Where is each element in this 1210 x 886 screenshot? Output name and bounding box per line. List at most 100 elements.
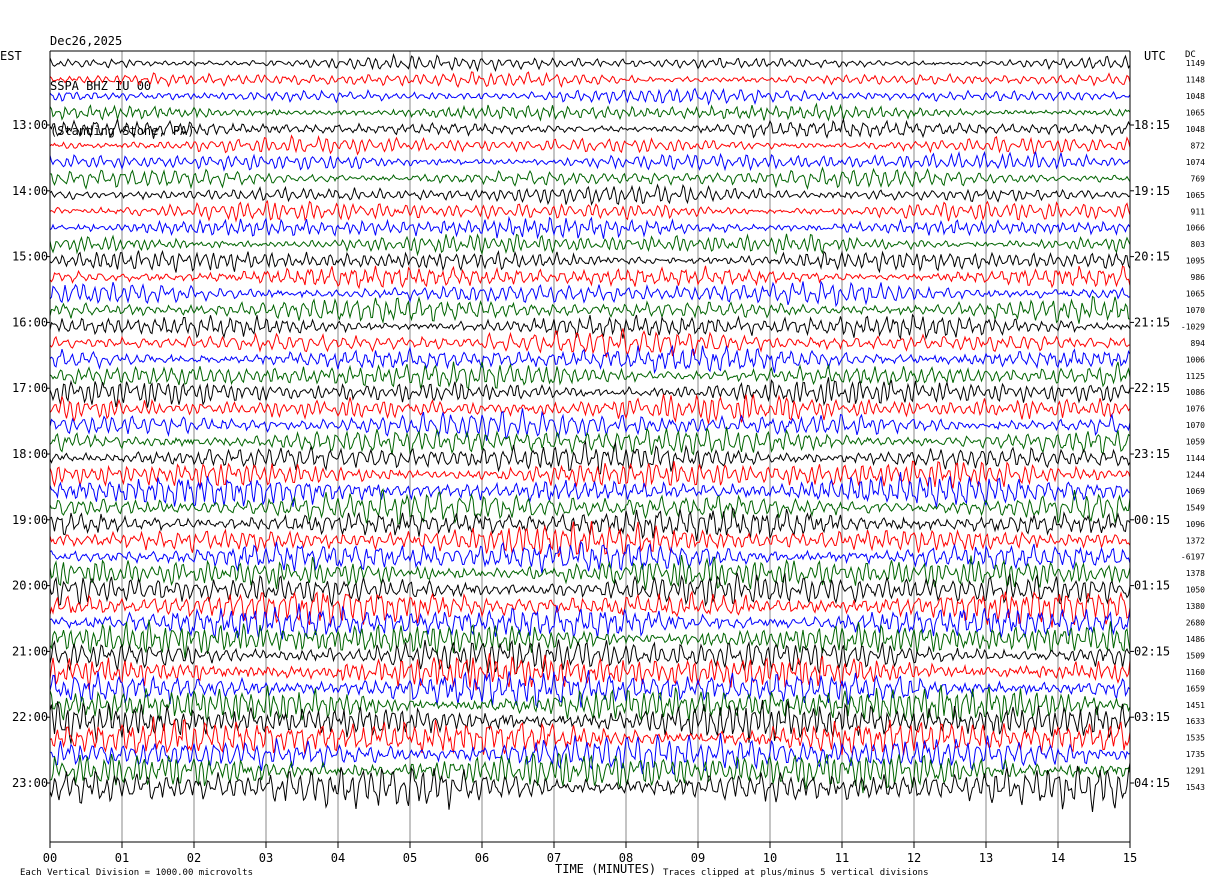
dc-offset-label: 1069 (1186, 487, 1205, 496)
right-hour-label: 21:15 (1134, 315, 1170, 329)
dc-offset-label: 1070 (1186, 306, 1205, 315)
seismic-trace (49, 619, 1131, 659)
dc-offset-label: 1549 (1186, 503, 1205, 512)
date-label: Dec26,2025 (50, 34, 123, 48)
left-hour-label: 18:00 (12, 447, 48, 461)
dc-offset-label: 1486 (1186, 635, 1205, 644)
left-hour-label: 20:00 (12, 579, 48, 593)
seismic-trace (49, 751, 1131, 794)
seismic-traces (49, 53, 1131, 812)
x-tick-label: 02 (187, 851, 201, 865)
dc-offset-label: 894 (1191, 339, 1206, 348)
dc-column-header: DC (1185, 50, 1196, 60)
x-axis-title: TIME (MINUTES) (555, 862, 656, 876)
dc-offset-label: 1065 (1186, 290, 1205, 299)
seismic-trace (49, 313, 1131, 340)
x-tick-label: 00 (43, 851, 57, 865)
seismic-trace (49, 639, 1131, 675)
seismic-trace (49, 733, 1131, 776)
x-tick-label: 09 (691, 851, 705, 865)
dc-offset-label: 1048 (1186, 92, 1205, 101)
dc-offset-label: 1006 (1186, 355, 1205, 364)
seismic-trace (49, 472, 1131, 508)
dc-offset-label: 1125 (1186, 372, 1205, 381)
right-hour-label: 04:15 (1134, 776, 1170, 790)
left-hour-label: 23:00 (12, 776, 48, 790)
seismic-trace (49, 233, 1131, 257)
dc-offset-label: 1160 (1186, 668, 1205, 677)
seismic-trace (49, 215, 1131, 240)
seismic-trace (49, 328, 1131, 358)
dc-offset-label: 1086 (1186, 388, 1205, 397)
x-tick-label: 10 (763, 851, 777, 865)
dc-offset-label: 1066 (1186, 224, 1205, 233)
x-tick-label: 05 (403, 851, 417, 865)
right-hour-label: 22:15 (1134, 381, 1170, 395)
dc-offset-label: 1070 (1186, 421, 1205, 430)
left-timezone-label: EST (0, 49, 22, 63)
dc-offset-label: 986 (1191, 273, 1206, 282)
seismic-trace (49, 521, 1131, 557)
right-hour-label: 01:15 (1134, 579, 1170, 593)
dc-offset-label: 1050 (1186, 586, 1205, 595)
seismic-trace (49, 117, 1131, 139)
left-hour-label: 19:00 (12, 513, 48, 527)
right-hour-label: 18:15 (1134, 118, 1170, 132)
x-tick-label: 11 (835, 851, 849, 865)
dc-offset-label: 1149 (1186, 59, 1205, 68)
dc-offset-label: 769 (1191, 174, 1206, 183)
dc-offset-label: 803 (1191, 240, 1206, 249)
axis-labels: EST UTC DC TIME (MINUTES) Each Vertical … (0, 49, 1205, 878)
dc-offset-label: 1059 (1186, 438, 1205, 447)
clip-note: Traces clipped at plus/minus 5 vertical … (663, 868, 929, 878)
dc-offset-label: -6197 (1181, 553, 1205, 562)
dc-offset-label: 1148 (1186, 76, 1205, 85)
left-hour-label: 17:00 (12, 381, 48, 395)
right-hour-label: 23:15 (1134, 447, 1170, 461)
left-hour-label: 16:00 (12, 315, 48, 329)
seismic-trace (49, 377, 1131, 408)
seismic-trace (49, 460, 1131, 490)
seismic-trace (49, 590, 1131, 628)
seismic-trace (49, 150, 1131, 172)
left-hour-label: 13:00 (12, 118, 48, 132)
seismic-trace (49, 183, 1131, 206)
seismic-trace (49, 71, 1131, 88)
plot-frame (46, 50, 1134, 843)
seismic-trace (49, 685, 1131, 723)
dc-offset-label: 1244 (1186, 470, 1205, 479)
seismic-trace (49, 670, 1131, 709)
dc-offset-label: -1029 (1181, 322, 1205, 331)
seismic-trace (49, 716, 1131, 756)
seismic-trace (49, 393, 1131, 424)
seismic-trace (49, 102, 1131, 122)
dc-offset-label: 1074 (1186, 158, 1205, 167)
seismic-trace (49, 295, 1131, 325)
dc-offset-label: 1735 (1186, 750, 1205, 759)
seismic-trace (49, 426, 1131, 456)
x-tick-label: 06 (475, 851, 489, 865)
x-tick-label: 01 (115, 851, 129, 865)
right-hour-label: 02:15 (1134, 644, 1170, 658)
seismic-trace (49, 280, 1131, 308)
dc-offset-label: 1659 (1186, 684, 1205, 693)
seismic-trace (49, 699, 1131, 744)
seismic-trace (49, 408, 1131, 441)
left-hour-label: 15:00 (12, 250, 48, 264)
seismic-trace (49, 53, 1131, 73)
seismic-trace (49, 572, 1131, 608)
seismic-trace (49, 200, 1131, 223)
seismic-trace (49, 265, 1131, 290)
seismic-trace (49, 87, 1131, 106)
seismic-trace (49, 555, 1131, 591)
x-tick-label: 12 (907, 851, 921, 865)
left-hour-label: 22:00 (12, 710, 48, 724)
dc-offset-label: 2680 (1186, 619, 1205, 628)
dc-offset-label: 1451 (1186, 701, 1205, 710)
right-timezone-label: UTC (1144, 49, 1166, 63)
seismic-trace (49, 344, 1131, 375)
x-tick-label: 13 (979, 851, 993, 865)
seismic-trace (49, 540, 1131, 574)
dc-offset-label: 1380 (1186, 602, 1205, 611)
